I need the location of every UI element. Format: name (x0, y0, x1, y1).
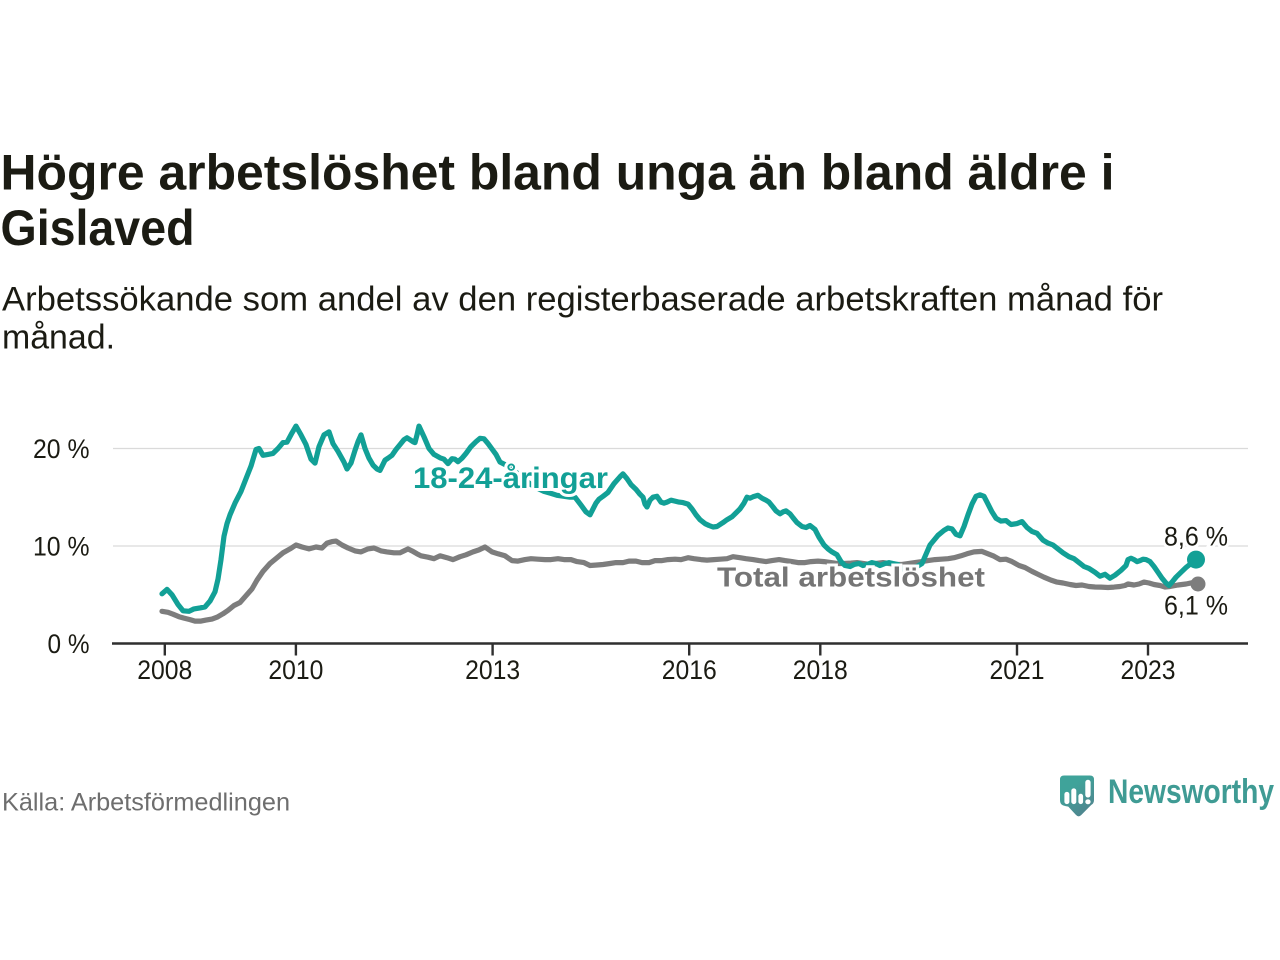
svg-text:Källa: Arbetsförmedlingen: Källa: Arbetsförmedlingen (2, 789, 290, 817)
svg-text:20 %: 20 % (33, 434, 90, 464)
svg-text:2021: 2021 (990, 655, 1045, 685)
svg-text:8,6 %: 8,6 % (1164, 521, 1228, 551)
svg-text:10 %: 10 % (33, 532, 90, 562)
svg-text:2008: 2008 (137, 655, 192, 685)
svg-text:2013: 2013 (465, 655, 520, 685)
svg-text:Gislaved: Gislaved (1, 200, 195, 256)
svg-text:18-24-åringar: 18-24-åringar (413, 462, 608, 495)
svg-text:2023: 2023 (1121, 655, 1176, 685)
svg-text:Total arbetslöshet: Total arbetslöshet (717, 562, 985, 593)
svg-text:månad.: månad. (2, 318, 115, 356)
svg-text:2016: 2016 (662, 655, 717, 685)
svg-text:6,1 %: 6,1 % (1164, 590, 1228, 620)
svg-text:2010: 2010 (268, 655, 323, 685)
svg-text:2018: 2018 (793, 655, 848, 685)
svg-text:Högre arbetslöshet bland unga: Högre arbetslöshet bland unga än bland ä… (1, 145, 1115, 201)
svg-text:Newsworthy: Newsworthy (1108, 773, 1274, 811)
svg-text:0 %: 0 % (48, 629, 90, 659)
svg-text:Arbetssökande som andel av den: Arbetssökande som andel av den registerb… (2, 281, 1163, 319)
